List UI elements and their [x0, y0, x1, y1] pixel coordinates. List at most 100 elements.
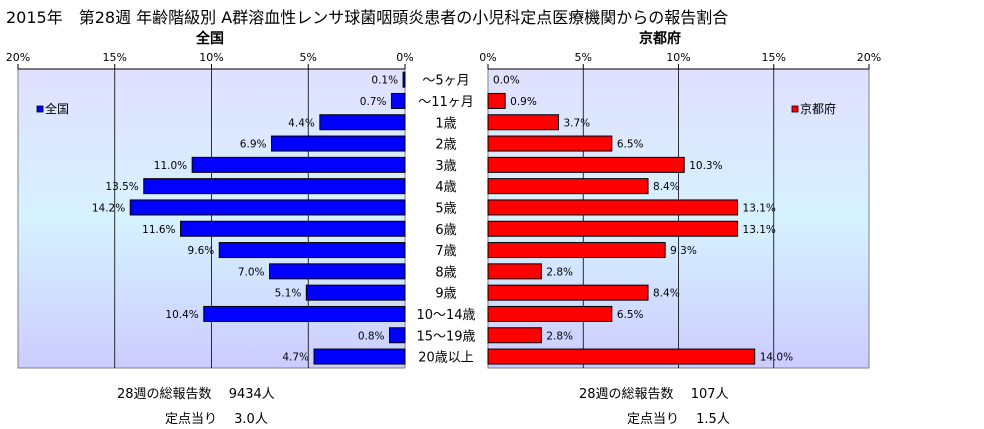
national-data-label: 11.0%	[154, 160, 187, 172]
kyoto-legend: 京都府	[791, 101, 836, 116]
age-category-label: 5歳	[435, 201, 456, 216]
age-category-label: 4歳	[435, 180, 456, 195]
kyoto-legend-label: 京都府	[800, 101, 836, 116]
kyoto-per-label: 定点当り	[627, 412, 680, 427]
kyoto-total: 28週の総報告数 107人	[579, 383, 729, 402]
kyoto-tick-label: 15%	[762, 51, 786, 64]
age-category-label: 2歳	[435, 138, 456, 153]
kyoto-tick-label: 10%	[666, 51, 690, 64]
kyoto-data-label: 9.3%	[670, 245, 697, 257]
kyoto-bar	[487, 348, 756, 365]
national-data-label: 7.0%	[238, 266, 265, 278]
kyoto-bar	[487, 305, 613, 322]
kyoto-per-site: 定点当り 1.5人	[627, 408, 730, 427]
age-category-labels: ～5ヶ月 ～11ヶ月 1歳 2歳 3歳 4歳 5歳 6歳 7歳 8歳 9歳 10～14歳 15～19歳 2…	[416, 74, 475, 366]
age-category-label: 10～14歳	[416, 308, 475, 323]
national-data-label: 4.4%	[288, 117, 315, 129]
national-data-label: 14.2%	[92, 202, 125, 214]
national-tick-label: 15%	[103, 51, 127, 64]
kyoto-bar	[487, 199, 739, 216]
kyoto-tick-label: 20%	[857, 51, 881, 64]
age-category-label: 7歳	[435, 244, 456, 259]
kyoto-data-label: 0.9%	[510, 96, 537, 108]
national-per-value: 3.0人	[234, 412, 268, 427]
national-data-label: 0.1%	[371, 75, 398, 87]
kyoto-data-label: 0.0%	[493, 75, 520, 87]
national-bar	[319, 114, 406, 131]
age-category-label: 20歳以上	[418, 351, 474, 366]
kyoto-bar	[487, 135, 613, 152]
national-data-label: 10.4%	[165, 309, 198, 321]
national-data-label: 0.8%	[358, 330, 385, 342]
national-tick-label: 10%	[199, 51, 223, 64]
national-bar	[191, 156, 406, 173]
national-data-label: 5.1%	[275, 288, 302, 300]
age-category-label: 15～19歳	[416, 329, 475, 344]
kyoto-bar	[487, 284, 649, 301]
national-bar	[389, 327, 406, 344]
national-data-label: 11.6%	[142, 224, 175, 236]
kyoto-data-label: 6.5%	[617, 309, 644, 321]
kyoto-bar	[487, 220, 739, 237]
national-legend-swatch	[36, 105, 44, 113]
national-bar	[305, 284, 406, 301]
national-bar	[218, 242, 406, 259]
kyoto-bar	[487, 156, 685, 173]
national-bar	[390, 92, 406, 109]
age-category-label: ～11ヶ月	[418, 95, 474, 110]
national-tick-label: 20%	[6, 51, 30, 64]
national-bar	[313, 348, 406, 365]
kyoto-data-label: 2.8%	[546, 266, 573, 278]
page-title: 2015年 第28週 年齢階級別 A群溶血性レンサ球菌咽頭炎患者の小児科定点医療…	[6, 8, 729, 27]
kyoto-tick-label: 0%	[479, 51, 496, 64]
national-legend-label: 全国	[45, 101, 69, 116]
national-chart: 0% 5% 10% 15% 20% 0.1% 0.7% 4.4% 6.9% 11.0% 13.5% 1…	[6, 51, 414, 369]
national-total: 28週の総報告数 9434人	[117, 383, 275, 402]
kyoto-total-label: 28週の総報告数	[579, 387, 674, 402]
age-category-label: 6歳	[435, 223, 456, 238]
national-legend: 全国	[36, 101, 69, 116]
kyoto-panel-title: 京都府	[639, 31, 681, 47]
kyoto-bar	[487, 263, 542, 280]
kyoto-bar	[487, 178, 649, 195]
kyoto-data-label: 8.4%	[653, 288, 680, 300]
kyoto-chart: 0% 5% 10% 15% 20% 0.0% 0.9% 3.7% 6.5% 10.3% 8.4% 13…	[479, 51, 881, 369]
national-tick-label: 0%	[396, 51, 413, 64]
national-data-label: 6.9%	[240, 139, 267, 151]
kyoto-bar	[487, 114, 559, 131]
national-data-label: 0.7%	[360, 96, 387, 108]
age-category-label: ～5ヶ月	[422, 74, 469, 89]
national-per-label: 定点当り	[165, 412, 218, 427]
kyoto-bar	[487, 92, 506, 109]
age-category-label: 9歳	[435, 287, 456, 302]
kyoto-data-label: 2.8%	[546, 330, 573, 342]
kyoto-data-label: 14.0%	[760, 352, 793, 364]
national-bar	[269, 263, 406, 280]
kyoto-bar	[487, 242, 666, 259]
national-per-site: 定点当り 3.0人	[165, 408, 268, 427]
age-category-label: 8歳	[435, 265, 456, 280]
kyoto-legend-swatch	[791, 105, 799, 113]
kyoto-data-label: 13.1%	[743, 224, 776, 236]
kyoto-data-label: 6.5%	[617, 139, 644, 151]
age-category-label: 1歳	[435, 116, 456, 131]
national-bar	[402, 71, 406, 88]
national-data-label: 9.6%	[188, 245, 215, 257]
kyoto-data-label: 3.7%	[563, 117, 590, 129]
age-category-label: 3歳	[435, 159, 456, 174]
national-data-label: 4.7%	[282, 352, 309, 364]
national-tick-label: 5%	[300, 51, 317, 64]
kyoto-data-label: 13.1%	[743, 202, 776, 214]
national-total-value: 9434人	[228, 387, 275, 402]
national-bar	[129, 199, 406, 216]
national-bar	[180, 220, 406, 237]
kyoto-data-label: 10.3%	[689, 160, 722, 172]
national-bar	[270, 135, 406, 152]
kyoto-per-value: 1.5人	[696, 412, 730, 427]
kyoto-total-value: 107人	[690, 387, 729, 402]
national-total-label: 28週の総報告数	[117, 387, 212, 402]
national-data-label: 13.5%	[105, 181, 138, 193]
kyoto-bar	[487, 327, 542, 344]
